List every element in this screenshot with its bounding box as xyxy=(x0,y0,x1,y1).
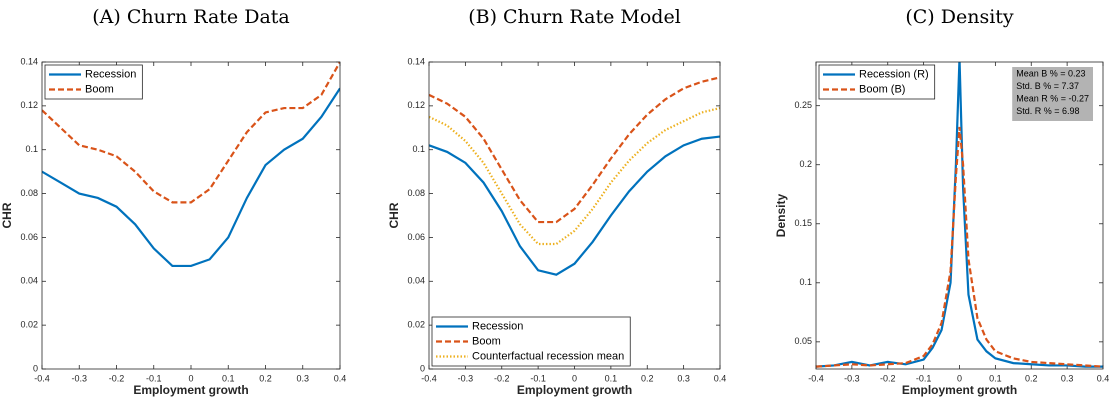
x-tick-label: 0.2 xyxy=(1025,373,1038,383)
x-tick-label: 0.1 xyxy=(605,373,618,383)
y-tick-label: 0.1 xyxy=(25,144,38,154)
x-tick-label: 0.3 xyxy=(677,373,690,383)
x-tick-label: 0.3 xyxy=(296,373,309,383)
annotation-bg xyxy=(1012,67,1093,121)
legend-label: Boom (B) xyxy=(859,83,905,95)
legend-label: Boom xyxy=(472,335,501,347)
y-tick-label: 0 xyxy=(420,363,425,373)
series-line xyxy=(816,62,1103,368)
annotation: Std. R % = 6.98 xyxy=(1016,106,1079,116)
series-line xyxy=(42,62,340,204)
x-tick-label: -0.2 xyxy=(880,373,896,383)
y-tick-label: 0.02 xyxy=(407,320,425,330)
panel: (A) Churn Rate Data Employment growth CHR -… xyxy=(0,6,346,397)
legend-label: Boom xyxy=(85,83,114,95)
legend: Recession Boom Counterfactual recession me… xyxy=(431,316,631,367)
x-tick-label: -0.4 xyxy=(808,373,824,383)
y-axis-label: Density xyxy=(774,194,788,238)
x-tick-label: -0.3 xyxy=(844,373,860,383)
legend: Recession (R) Boom (B) xyxy=(818,64,936,100)
x-tick-label: -0.2 xyxy=(494,373,510,383)
x-tick-label: 0.4 xyxy=(334,373,347,383)
y-tick-label: 0.05 xyxy=(794,336,812,346)
y-tick-label: 0.06 xyxy=(20,232,38,242)
y-tick-label: 0.06 xyxy=(407,232,425,242)
x-tick-label: 0.2 xyxy=(641,373,654,383)
legend-label: Recession xyxy=(85,68,136,80)
x-tick-label: 0.3 xyxy=(1061,373,1074,383)
y-tick-label: 0.2 xyxy=(799,159,812,169)
y-tick-label: 0.12 xyxy=(407,100,425,110)
x-tick-label: 0 xyxy=(188,373,193,383)
x-tick-label: -0.1 xyxy=(916,373,932,383)
x-tick-label: 0.4 xyxy=(1097,373,1110,383)
x-tick-label: 0.1 xyxy=(989,373,1002,383)
x-tick-label: 0.4 xyxy=(714,373,727,383)
y-axis-label: CHR xyxy=(387,202,401,228)
y-tick-label: 0.04 xyxy=(20,276,38,286)
panel: (B) Churn Rate Model Employment growth CHR… xyxy=(387,6,726,397)
annotation: Mean R % = -0.27 xyxy=(1016,93,1089,103)
series-line xyxy=(816,126,1103,368)
y-tick-label: 0 xyxy=(33,363,38,373)
x-tick-label: 0.2 xyxy=(259,373,272,383)
series-line xyxy=(429,106,720,246)
x-tick-label: -0.4 xyxy=(34,373,50,383)
axes-box xyxy=(428,61,721,370)
x-tick-label: 0.1 xyxy=(222,373,235,383)
x-tick-label: -0.4 xyxy=(421,373,437,383)
x-axis-label: Employment growth xyxy=(902,383,1017,397)
axes-box xyxy=(815,61,1104,370)
plot-area xyxy=(42,62,340,369)
y-tick-label: 0.12 xyxy=(20,100,38,110)
legend: Recession Boom xyxy=(44,64,143,100)
y-tick-label: 0.15 xyxy=(794,218,812,228)
x-tick-label: -0.1 xyxy=(146,373,162,383)
x-axis-label: Employment growth xyxy=(133,383,248,397)
x-tick-label: 0 xyxy=(572,373,577,383)
x-tick-label: -0.1 xyxy=(530,373,546,383)
axes-box xyxy=(41,61,341,370)
annotation-box: Mean B % = 0.23 Std. B % = 7.37 Mean R % =… xyxy=(1012,67,1093,121)
panel-title: (A) Churn Rate Data xyxy=(92,6,289,28)
legend-label: Recession (R) xyxy=(859,68,929,80)
panel: (C) Density Employment growth Density -0.4 -… xyxy=(774,6,1109,397)
legend-label: Recession xyxy=(472,320,523,332)
x-axis-label: Employment growth xyxy=(517,383,632,397)
y-tick-label: 0.14 xyxy=(20,56,38,66)
x-tick-label: -0.2 xyxy=(109,373,125,383)
series-line xyxy=(42,87,340,268)
annotation: Std. B % = 7.37 xyxy=(1016,81,1079,91)
y-axis-label: CHR xyxy=(0,202,14,228)
x-tick-label: 0 xyxy=(957,373,962,383)
y-tick-label: 0.1 xyxy=(412,144,425,154)
y-tick-label: 0.04 xyxy=(407,276,425,286)
y-tick-label: 0.02 xyxy=(20,320,38,330)
y-tick-label: 0.25 xyxy=(794,100,812,110)
annotation: Mean B % = 0.23 xyxy=(1016,68,1085,78)
panel-title: (C) Density xyxy=(905,6,1014,28)
legend-label: Counterfactual recession mean xyxy=(472,350,624,362)
legend-box xyxy=(44,64,143,100)
legend-box xyxy=(818,64,936,100)
y-tick-label: 0.14 xyxy=(407,56,425,66)
series-line xyxy=(429,76,720,224)
series-line xyxy=(429,135,720,276)
y-tick-label: 0.08 xyxy=(20,188,38,198)
y-tick-label: 0.08 xyxy=(407,188,425,198)
x-tick-label: -0.3 xyxy=(458,373,474,383)
x-tick-label: -0.3 xyxy=(71,373,87,383)
y-tick-label: 0.1 xyxy=(799,277,812,287)
panel-title: (B) Churn Rate Model xyxy=(468,6,681,28)
